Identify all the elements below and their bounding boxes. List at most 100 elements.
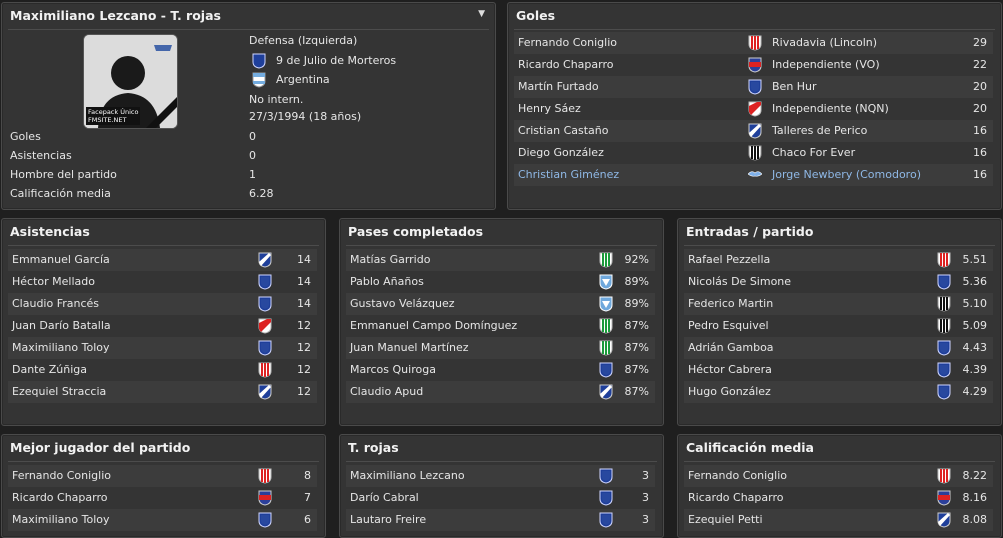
club-badge-icon — [937, 384, 951, 400]
table-row[interactable]: Darío Cabral 3 — [346, 487, 655, 509]
player-name-link[interactable]: Christian Giménez — [518, 168, 620, 181]
table-row[interactable]: Maximiliano Toloy 6 — [8, 509, 317, 531]
divider — [514, 29, 995, 30]
player-name-link[interactable]: Fernando Coniglio — [518, 36, 617, 49]
divider — [8, 29, 489, 30]
player-name-link[interactable]: Federico Martin — [688, 297, 774, 310]
table-row[interactable]: Fernando Coniglio Rivadavia (Lincoln) 29 — [514, 32, 993, 54]
player-name-link[interactable]: Maximiliano Toloy — [12, 341, 110, 354]
player-name-link[interactable]: Adrián Gamboa — [688, 341, 774, 354]
table-row[interactable]: Pedro Esquivel 5.09 — [684, 315, 993, 337]
table-row[interactable]: Federico Martin 5.10 — [684, 293, 993, 315]
divider — [8, 245, 319, 246]
club-badge-icon — [258, 490, 272, 506]
table-row[interactable]: Juan Manuel Martínez 87% — [346, 337, 655, 359]
player-name-link[interactable]: Martín Furtado — [518, 80, 599, 93]
player-name-link[interactable]: Pedro Esquivel — [688, 319, 769, 332]
table-row[interactable]: Marcos Quiroga 87% — [346, 359, 655, 381]
table-row[interactable]: Maximiliano Lezcano 3 — [346, 465, 655, 487]
table-row[interactable]: Hugo González 4.29 — [684, 381, 993, 403]
table-row[interactable]: Pablo Añaños 89% — [346, 271, 655, 293]
table-row[interactable]: Claudio Apud 87% — [346, 381, 655, 403]
player-name-link[interactable]: Cristian Castaño — [518, 124, 609, 137]
club-badge-icon — [937, 340, 951, 356]
player-name-link[interactable]: Emmanuel García — [12, 253, 110, 266]
player-name-link[interactable]: Fernando Coniglio — [12, 469, 111, 482]
stat-value: 8 — [304, 469, 311, 482]
player-name-link[interactable]: Juan Darío Batalla — [12, 319, 111, 332]
club-name-link[interactable]: Independiente (VO) — [772, 58, 880, 71]
table-row[interactable]: Dante Zúñiga 12 — [8, 359, 317, 381]
player-name-link[interactable]: Hugo González — [688, 385, 771, 398]
player-name-link[interactable]: Henry Sáez — [518, 102, 581, 115]
club-name-link[interactable]: Chaco For Ever — [772, 146, 856, 159]
player-name-link[interactable]: Claudio Apud — [350, 385, 424, 398]
stat-value: 89% — [624, 297, 649, 310]
table-row[interactable]: Adrián Gamboa 4.43 — [684, 337, 993, 359]
player-name-link[interactable]: Héctor Mellado — [12, 275, 95, 288]
player-name-link[interactable]: Ricardo Chaparro — [688, 491, 784, 504]
table-row[interactable]: Diego González Chaco For Ever 16 — [514, 142, 993, 164]
table-row[interactable]: Ricardo Chaparro Independiente (VO) 22 — [514, 54, 993, 76]
club-name-link[interactable]: Independiente (NQN) — [772, 102, 889, 115]
club-name-link[interactable]: Jorge Newbery (Comodoro) — [772, 168, 921, 181]
table-row[interactable]: Juan Darío Batalla 12 — [8, 315, 317, 337]
table-row[interactable]: Ricardo Chaparro 7 — [8, 487, 317, 509]
player-dob: 27/3/1994 (18 años) — [249, 110, 362, 123]
player-name-link[interactable]: Héctor Cabrera — [688, 363, 772, 376]
table-row[interactable]: Emmanuel García 14 — [8, 249, 317, 271]
club-badge-icon — [258, 512, 272, 528]
player-name-link[interactable]: Maximiliano Lezcano — [350, 469, 465, 482]
table-row[interactable]: Ricardo Chaparro 8.16 — [684, 487, 993, 509]
table-row[interactable]: Gustavo Velázquez 89% — [346, 293, 655, 315]
club-name-link[interactable]: Talleres de Perico — [772, 124, 868, 137]
table-row[interactable]: Héctor Mellado 14 — [8, 271, 317, 293]
club-badge-icon — [937, 468, 951, 484]
player-name-link[interactable]: Gustavo Velázquez — [350, 297, 455, 310]
table-row[interactable]: Fernando Coniglio 8.22 — [684, 465, 993, 487]
player-name-link[interactable]: Marcos Quiroga — [350, 363, 436, 376]
table-row[interactable]: Maximiliano Toloy 12 — [8, 337, 317, 359]
table-row[interactable]: Cristian Castaño Talleres de Perico 16 — [514, 120, 993, 142]
player-name-link[interactable]: Claudio Francés — [12, 297, 100, 310]
pases-panel: Pases completados Matías Garrido 92% Pablo… — [339, 218, 664, 426]
club-name-link[interactable]: Ben Hur — [772, 80, 817, 93]
player-name-link[interactable]: Diego González — [518, 146, 604, 159]
table-row[interactable]: Fernando Coniglio 8 — [8, 465, 317, 487]
player-name-link[interactable]: Nicolás De Simone — [688, 275, 792, 288]
club-badge-icon — [252, 53, 266, 72]
player-name-link[interactable]: Darío Cabral — [350, 491, 419, 504]
table-row[interactable]: Rafael Pezzella 5.51 — [684, 249, 993, 271]
player-international: No intern. — [249, 93, 304, 106]
player-name-link[interactable]: Maximiliano Toloy — [12, 513, 110, 526]
player-name-link[interactable]: Ricardo Chaparro — [518, 58, 614, 71]
table-row[interactable]: Emmanuel Campo Domínguez 87% — [346, 315, 655, 337]
player-name-link[interactable]: Ricardo Chaparro — [12, 491, 108, 504]
table-row[interactable]: Lautaro Freire 3 — [346, 509, 655, 531]
table-row[interactable]: Claudio Francés 14 — [8, 293, 317, 315]
player-name-link[interactable]: Dante Zúñiga — [12, 363, 88, 376]
player-name-link[interactable]: Juan Manuel Martínez — [350, 341, 469, 354]
table-row[interactable]: Matías Garrido 92% — [346, 249, 655, 271]
player-name-link[interactable]: Rafael Pezzella — [688, 253, 771, 266]
player-name-link[interactable]: Emmanuel Campo Domínguez — [350, 319, 518, 332]
player-name-link[interactable]: Pablo Añaños — [350, 275, 424, 288]
player-name-link[interactable]: Matías Garrido — [350, 253, 431, 266]
chevron-down-icon[interactable]: ▼ — [478, 9, 485, 19]
club-badge-icon — [599, 318, 613, 334]
club-name-link[interactable]: Rivadavia (Lincoln) — [772, 36, 878, 49]
player-name-link[interactable]: Fernando Coniglio — [688, 469, 787, 482]
table-row[interactable]: Christian Giménez Jorge Newbery (Comodoro… — [514, 164, 993, 186]
stat-value: 87% — [624, 385, 649, 398]
table-row[interactable]: Ezequiel Straccia 12 — [8, 381, 317, 403]
player-name-link[interactable]: Ezequiel Petti — [688, 513, 763, 526]
stat-label-calificacion: Calificación media — [10, 187, 111, 200]
goles-list: Fernando Coniglio Rivadavia (Lincoln) 29 Ri… — [514, 32, 993, 186]
player-name-link[interactable]: Lautaro Freire — [350, 513, 427, 526]
table-row[interactable]: Martín Furtado Ben Hur 20 — [514, 76, 993, 98]
table-row[interactable]: Nicolás De Simone 5.36 — [684, 271, 993, 293]
table-row[interactable]: Ezequiel Petti 8.08 — [684, 509, 993, 531]
table-row[interactable]: Henry Sáez Independiente (NQN) 20 — [514, 98, 993, 120]
table-row[interactable]: Héctor Cabrera 4.39 — [684, 359, 993, 381]
player-name-link[interactable]: Ezequiel Straccia — [12, 385, 107, 398]
